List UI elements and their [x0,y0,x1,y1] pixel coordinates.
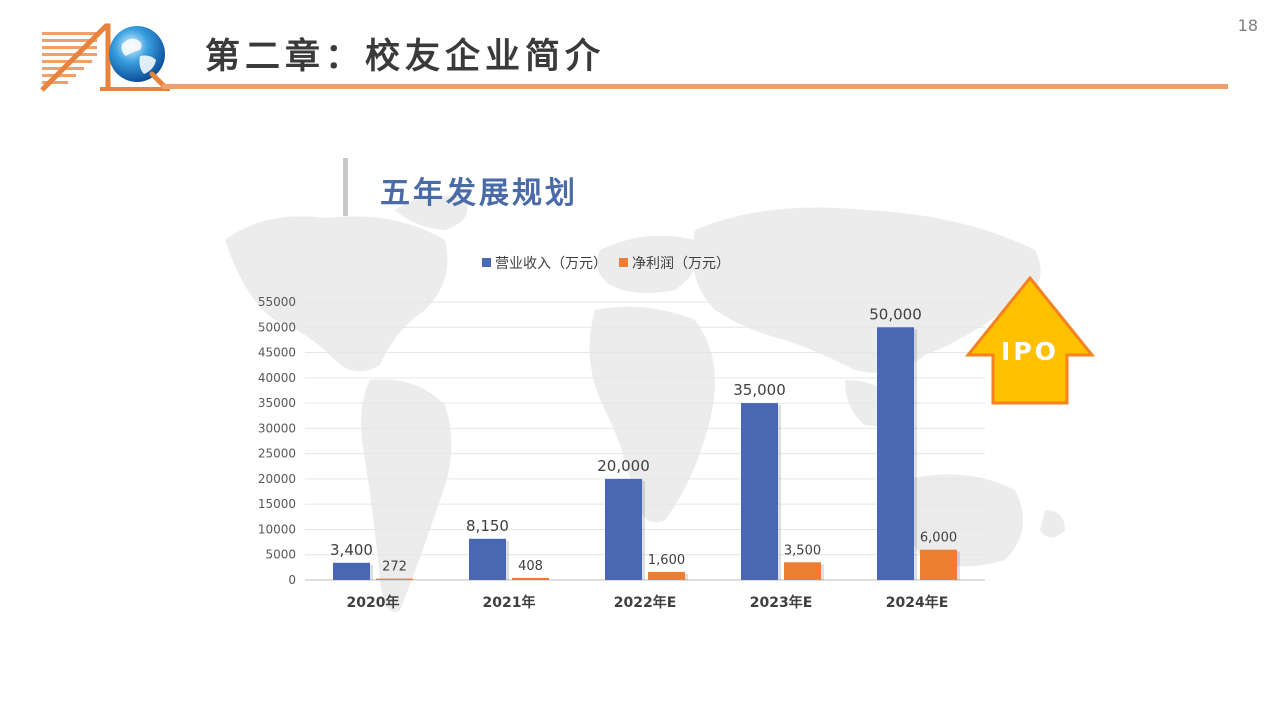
section-title: 五年发展规划 [380,176,578,211]
ipo-arrow-icon: IPO [965,275,1095,405]
x-tick-label: 2020年 [347,594,400,611]
legend-label-1: 营业收入（万元） [495,256,607,272]
y-tick-label: 50000 [258,320,296,334]
bar-shadow [370,564,373,580]
bar-shadow [506,540,509,580]
bar-shadow [957,551,960,580]
data-label-s2: 6,000 [920,531,957,546]
data-label-s2: 408 [518,559,543,574]
y-tick-label: 30000 [258,421,296,435]
bar-shadow [642,480,645,580]
y-tick-label: 0 [288,573,296,587]
data-label-s2: 1,600 [648,553,685,568]
y-tick-label: 25000 [258,447,296,461]
bar-shadow [685,573,688,580]
y-tick-label: 15000 [258,497,296,511]
chapter-title: 第二章：校友企业简介 [205,37,606,77]
data-label-s1: 20,000 [597,457,650,475]
bar-s1 [333,562,370,580]
legend-swatch [619,258,628,267]
bar-shadow [914,329,917,580]
section-accent-bar [343,158,348,216]
x-tick-label: 2024年E [886,594,949,611]
data-label-s2: 3,500 [784,543,821,558]
y-tick-label: 35000 [258,396,296,410]
x-tick-label: 2023年E [750,594,813,611]
bar-s2 [376,578,413,580]
bar-s2 [648,571,685,580]
y-tick-label: 55000 [258,295,296,309]
legend-swatch [482,258,491,267]
data-label-s1: 35,000 [733,381,786,399]
page-number: 18 [1237,16,1258,35]
data-label-s1: 3,400 [330,541,373,559]
bar-s1 [877,327,914,580]
ipo-label: IPO [1001,337,1059,366]
bar-s2 [512,577,549,580]
logo-icon [40,23,170,92]
y-tick-label: 45000 [258,346,296,360]
header-rule [162,84,1228,89]
data-label-s2: 272 [382,560,407,575]
y-tick-label: 20000 [258,472,296,486]
bar-s1 [741,403,778,580]
data-label-s1: 50,000 [869,305,922,323]
bar-shadow [821,564,824,580]
x-tick-label: 2021年 [483,594,536,611]
y-tick-label: 40000 [258,371,296,385]
bar-shadow [778,405,781,580]
data-label-s1: 8,150 [466,517,509,535]
y-tick-label: 10000 [258,522,296,536]
bar-s2 [784,562,821,580]
x-tick-label: 2022年E [614,594,677,611]
bar-s1 [469,538,506,580]
bar-s1 [605,478,642,580]
y-tick-label: 5000 [265,548,296,562]
legend-label-2: 净利润（万元） [632,256,730,272]
bar-s2 [920,549,957,580]
